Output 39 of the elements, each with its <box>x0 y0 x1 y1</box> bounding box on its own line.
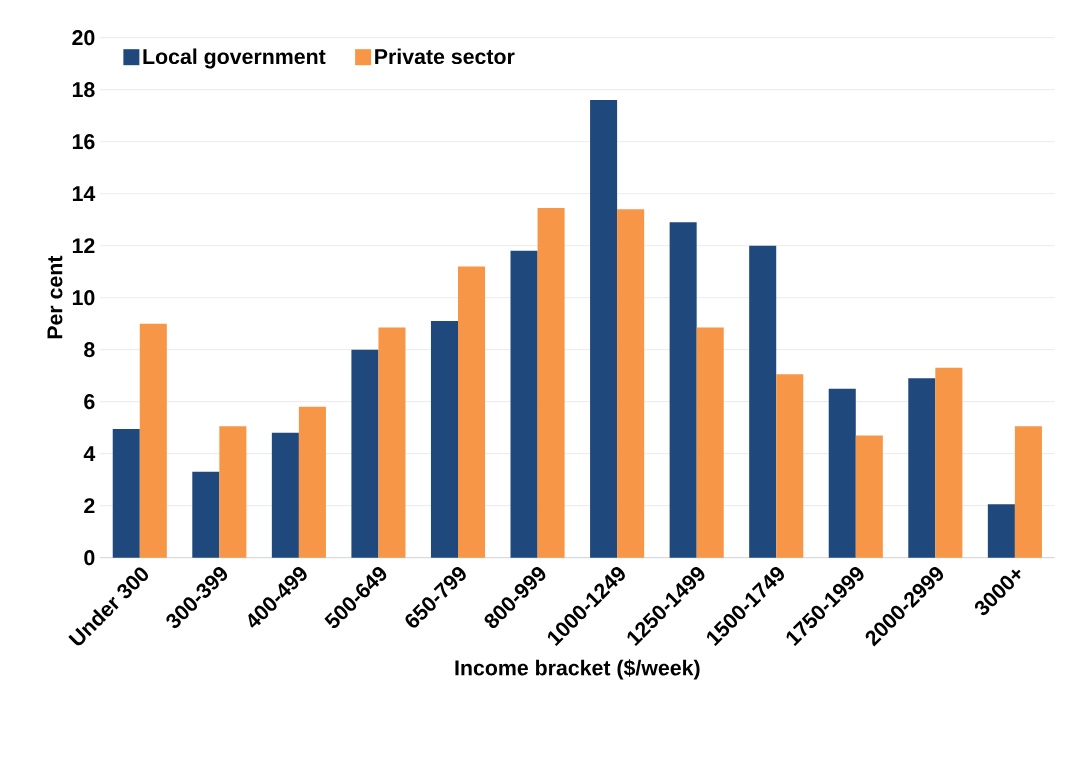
y-tick-label: 14 <box>72 186 96 201</box>
bar <box>112 428 140 558</box>
legend-label: Local government <box>143 48 326 69</box>
bar <box>510 250 538 558</box>
bar <box>298 406 326 558</box>
y-tick-label: 18 <box>72 82 95 98</box>
y-tick-label: 16 <box>72 134 95 150</box>
y-tick-label: 10 <box>72 290 95 306</box>
y-tick-label: 0 <box>84 550 95 566</box>
x-axis-title: Income bracket ($/week) <box>455 659 700 680</box>
bar <box>987 504 1015 558</box>
legend-label: Private sector <box>375 48 515 65</box>
bar <box>696 327 724 558</box>
y-tick-label: 8 <box>84 342 95 358</box>
bar <box>351 349 379 558</box>
y-tick-label: 20 <box>72 30 95 46</box>
bar <box>776 374 804 558</box>
bar <box>430 321 458 558</box>
bar <box>1014 426 1042 558</box>
bar <box>749 245 777 558</box>
bar <box>590 100 618 558</box>
bar <box>855 435 883 558</box>
bar <box>271 432 299 558</box>
bar <box>908 378 936 558</box>
bar <box>537 207 565 558</box>
y-tick-label: 6 <box>84 394 95 410</box>
y-tick-label: 12 <box>72 238 95 254</box>
y-tick-label: 2 <box>84 498 95 514</box>
bar <box>935 367 963 558</box>
bar <box>378 327 406 558</box>
bar <box>617 209 645 558</box>
bar <box>828 388 856 558</box>
bar <box>139 323 167 558</box>
y-axis-title: Per cent <box>47 255 63 339</box>
y-tick-label: 4 <box>83 446 96 461</box>
bar <box>219 426 247 558</box>
bar <box>192 471 220 558</box>
bar <box>458 266 486 558</box>
bar <box>669 222 697 558</box>
